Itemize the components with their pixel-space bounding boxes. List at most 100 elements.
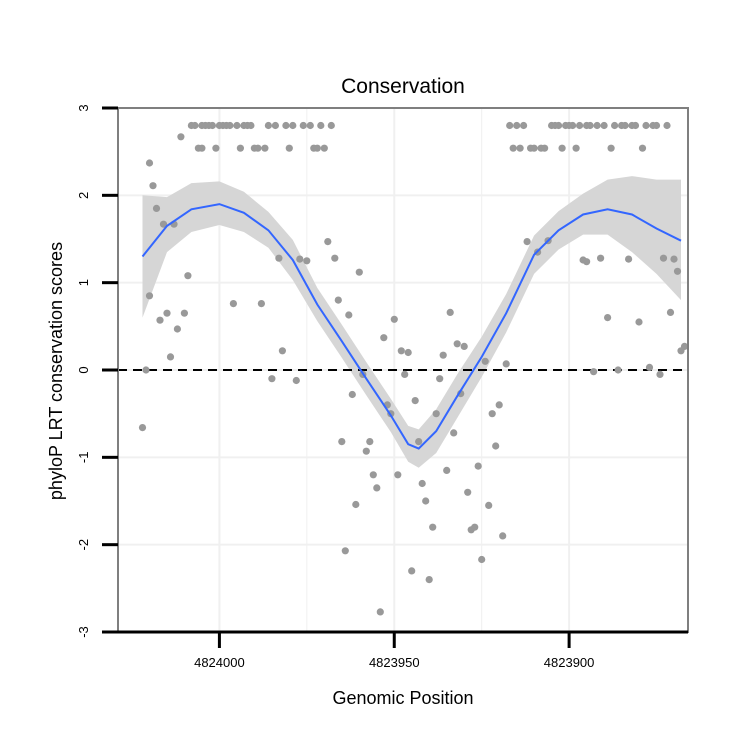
data-point xyxy=(271,121,279,130)
data-point xyxy=(492,442,500,450)
data-point xyxy=(285,144,293,152)
data-point xyxy=(145,159,154,167)
data-point xyxy=(645,363,654,371)
data-point xyxy=(226,121,234,130)
data-point xyxy=(611,121,619,130)
data-point xyxy=(621,121,629,130)
data-point xyxy=(572,144,580,152)
data-point xyxy=(652,121,661,130)
data-point xyxy=(338,438,346,446)
data-point xyxy=(576,121,584,130)
data-point xyxy=(600,121,608,130)
x-tick-label: 4824000 xyxy=(194,655,245,670)
data-point xyxy=(590,368,598,376)
data-point xyxy=(638,144,647,152)
data-point xyxy=(159,220,168,228)
data-point xyxy=(415,438,423,446)
data-point xyxy=(631,121,640,130)
data-point xyxy=(254,144,262,152)
data-point xyxy=(460,342,468,350)
data-point xyxy=(149,182,157,190)
y-tick-label: -1 xyxy=(76,452,91,464)
data-point xyxy=(208,121,216,130)
data-point xyxy=(247,121,255,130)
data-point xyxy=(366,438,374,446)
plot-panel xyxy=(117,107,689,633)
data-point xyxy=(138,424,147,432)
data-point xyxy=(471,523,479,531)
data-point xyxy=(317,121,325,130)
data-point xyxy=(394,471,402,479)
data-point xyxy=(152,204,161,212)
data-point xyxy=(593,121,601,130)
data-point xyxy=(516,144,524,152)
data-point xyxy=(327,121,335,130)
data-point xyxy=(555,121,563,130)
data-point xyxy=(292,376,300,385)
data-point xyxy=(348,390,356,399)
data-point xyxy=(163,309,171,317)
data-point xyxy=(670,255,678,263)
data-point xyxy=(656,370,664,378)
data-point xyxy=(429,523,437,531)
data-point xyxy=(541,144,549,152)
y-tick-label: 3 xyxy=(76,104,91,111)
chart-title: Conservation xyxy=(341,75,465,98)
data-point xyxy=(558,144,566,152)
data-point xyxy=(659,254,668,262)
data-point xyxy=(502,360,510,368)
x-axis-label: Genomic Position xyxy=(332,688,473,708)
data-point xyxy=(264,121,272,130)
data-point xyxy=(607,144,615,152)
data-point xyxy=(453,340,461,348)
data-point xyxy=(432,410,440,418)
data-point xyxy=(401,370,409,378)
data-point xyxy=(436,375,444,383)
data-point xyxy=(673,267,682,275)
data-point xyxy=(499,532,507,540)
data-point xyxy=(443,466,451,474)
data-points xyxy=(138,121,689,616)
data-point xyxy=(666,308,675,316)
data-point xyxy=(446,308,454,316)
data-point xyxy=(229,300,237,308)
data-point xyxy=(439,351,447,359)
data-point xyxy=(166,353,175,361)
data-point xyxy=(680,342,689,350)
data-point xyxy=(289,121,297,130)
data-point xyxy=(362,447,370,455)
data-point xyxy=(261,144,269,152)
data-point xyxy=(569,121,577,130)
data-point xyxy=(495,401,503,409)
y-tick-label: 0 xyxy=(76,366,91,373)
data-point xyxy=(390,315,398,323)
data-point xyxy=(411,397,419,405)
data-point xyxy=(331,254,339,262)
data-point xyxy=(191,121,199,130)
data-point xyxy=(635,318,643,326)
y-tick-label: -2 xyxy=(76,539,91,551)
x-axis: 4824000 4823950 4823900 xyxy=(118,630,688,670)
data-point xyxy=(485,501,493,509)
data-point xyxy=(642,121,650,130)
data-point xyxy=(474,462,482,470)
data-point xyxy=(478,555,486,564)
y-axis-label: phyloP LRT conservation scores xyxy=(46,242,66,500)
data-point xyxy=(198,144,206,152)
data-point xyxy=(275,254,283,262)
confidence-ribbon xyxy=(142,176,681,468)
x-tick-label: 4823900 xyxy=(544,655,595,670)
data-point xyxy=(481,357,489,365)
data-point xyxy=(464,488,472,496)
data-point xyxy=(614,366,622,374)
data-point xyxy=(341,547,349,555)
data-point xyxy=(422,497,430,505)
data-point xyxy=(625,255,633,263)
data-point xyxy=(233,121,241,130)
data-point xyxy=(303,257,311,265)
data-point xyxy=(177,133,185,141)
data-point xyxy=(142,366,150,374)
data-point xyxy=(156,316,164,324)
data-point xyxy=(345,311,353,319)
